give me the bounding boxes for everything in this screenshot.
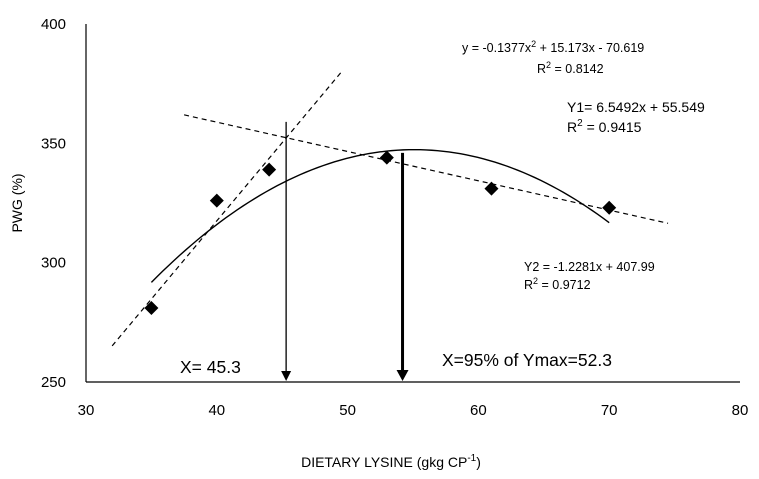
x-tick-label: 70 (601, 402, 618, 419)
breakpoint-1-arrowhead (281, 371, 292, 381)
data-point-diamond (602, 200, 617, 215)
y1-equation: Y1= 6.5492x + 55.549 (567, 99, 705, 115)
y-tick-label: 250 (41, 374, 66, 391)
x-tick-labels: 30 40 50 60 70 80 (78, 402, 749, 419)
linear-fit-line-1 (111, 71, 342, 347)
data-points (144, 150, 617, 316)
x-tick-label: 60 (470, 402, 487, 419)
y-tick-label: 350 (41, 135, 66, 152)
y1-r2: R2 = 0.9415 (567, 118, 642, 135)
y-tick-label: 400 (41, 16, 66, 33)
x-tick-label: 50 (339, 402, 356, 419)
data-point-diamond (484, 181, 499, 196)
quadratic-r2: R2 = 0.8142 (537, 60, 604, 76)
x-axis-title: DIETARY LYSINE (gkg CP-1) (301, 453, 481, 470)
x-axis-title-sup: -1 (467, 453, 476, 464)
breakpoint-2-arrowhead (396, 370, 409, 381)
x-tick-label: 30 (78, 402, 95, 419)
data-point-diamond (144, 301, 159, 316)
quadratic-fit-curve (150, 148, 610, 283)
y-tick-label: 300 (41, 255, 66, 272)
y-tick-labels: 250 300 350 400 (41, 16, 66, 391)
data-point-diamond (262, 162, 277, 177)
data-point-diamond (379, 150, 394, 165)
breakpoint-2-label: X=95% of Ymax=52.3 (442, 350, 612, 370)
y2-r2: R2 = 0.9712 (524, 276, 591, 292)
y-axis-title: PWG (%) (9, 173, 25, 232)
x-tick-label: 40 (208, 402, 225, 419)
breakpoint-1-label: X= 45.3 (180, 357, 241, 377)
x-tick-label: 80 (732, 402, 749, 419)
quadratic-equation: y = -0.1377x2 + 15.173x - 70.619 (462, 39, 644, 55)
linear-fit-line-2 (183, 114, 669, 224)
y2-equation: Y2 = -1.2281x + 407.99 (524, 260, 655, 274)
data-point-diamond (209, 193, 224, 208)
